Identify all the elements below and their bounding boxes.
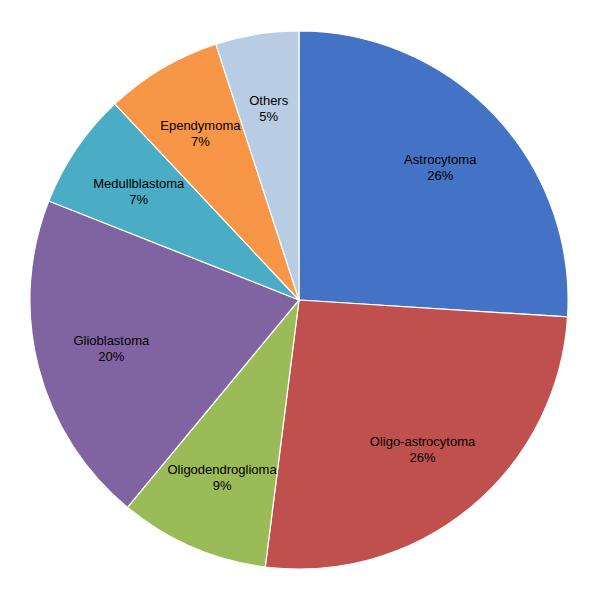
svg-text:Ependymoma: Ependymoma <box>160 118 241 133</box>
svg-text:Medullblastoma: Medullblastoma <box>93 176 185 191</box>
svg-text:Oligo-astrocytoma: Oligo-astrocytoma <box>370 434 476 449</box>
svg-text:5%: 5% <box>259 109 278 124</box>
svg-text:Oligodendroglioma: Oligodendroglioma <box>167 462 277 477</box>
svg-text:7%: 7% <box>129 192 148 207</box>
svg-text:9%: 9% <box>213 478 232 493</box>
svg-text:Others: Others <box>249 93 289 108</box>
svg-text:26%: 26% <box>409 450 435 465</box>
svg-text:Astrocytoma: Astrocytoma <box>404 152 477 167</box>
svg-text:26%: 26% <box>427 168 453 183</box>
svg-text:20%: 20% <box>98 349 124 364</box>
svg-text:7%: 7% <box>191 134 210 149</box>
svg-text:Glioblastoma: Glioblastoma <box>73 333 150 348</box>
